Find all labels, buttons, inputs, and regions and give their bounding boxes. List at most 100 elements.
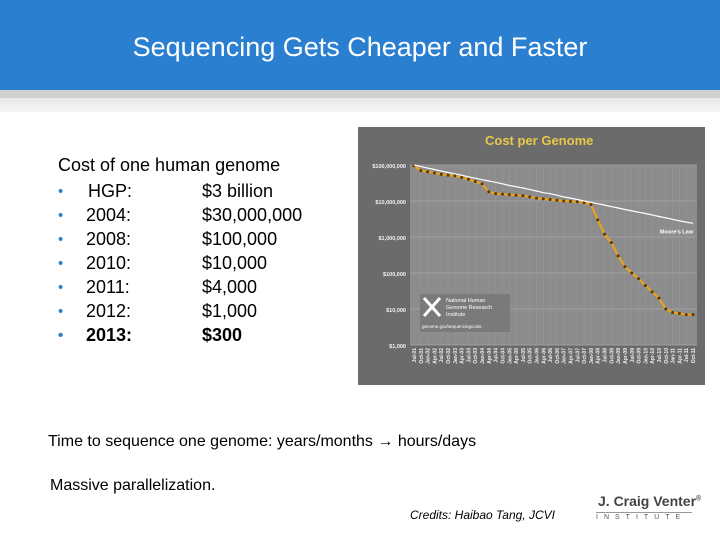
cost-data-point bbox=[664, 307, 668, 311]
cost-per-genome-chart: $100,000,000 $10,000,000 $1,000,000 $100,00… bbox=[372, 164, 697, 364]
title-bar bbox=[0, 0, 720, 90]
cost-row-value: $30,000,000 bbox=[202, 205, 303, 225]
x-tick-label: Jan-03 bbox=[453, 348, 459, 364]
logo-name-text: J. Craig Venter bbox=[598, 493, 697, 509]
bullet-icon: • bbox=[58, 231, 64, 248]
cost-row-label: 2008: bbox=[86, 229, 132, 249]
x-tick-label: Apr-10 bbox=[650, 348, 656, 364]
bullet-icon: • bbox=[58, 303, 64, 320]
cost-row-value: $100,000 bbox=[202, 229, 278, 249]
cost-data-point bbox=[534, 196, 538, 200]
moores-law-line bbox=[413, 164, 694, 224]
x-tick-label: Jan-06 bbox=[534, 348, 540, 364]
x-tick-label: Jul-01 bbox=[412, 348, 418, 363]
x-tick-label: Jan-05 bbox=[507, 348, 513, 364]
cost-data-point bbox=[453, 174, 457, 178]
title-shadow-band bbox=[0, 90, 720, 98]
x-tick-label: Oct-11 bbox=[691, 348, 697, 364]
y-tick-label: $10,000 bbox=[386, 308, 406, 314]
x-tick-label: Apr-11 bbox=[677, 348, 683, 364]
dna-icon bbox=[422, 297, 442, 317]
cost-data-point bbox=[671, 310, 675, 314]
cost-data-point bbox=[541, 197, 545, 201]
logo-divider bbox=[596, 512, 692, 513]
cost-data-point bbox=[677, 311, 681, 315]
x-tick-label: Oct-02 bbox=[446, 348, 452, 364]
x-tick-label: Jul-03 bbox=[466, 348, 472, 363]
y-tick-label: $10,000,000 bbox=[375, 200, 406, 206]
x-tick-label: Jul-11 bbox=[684, 348, 690, 362]
x-tick-label: Jul-05 bbox=[521, 348, 527, 363]
nhgri-logo-text: Institute bbox=[446, 312, 465, 318]
cost-heading: Cost of one human genome bbox=[58, 155, 281, 175]
cost-row-value: $3 billion bbox=[202, 181, 274, 201]
cost-data-point bbox=[691, 313, 695, 317]
cost-data-point bbox=[528, 195, 532, 199]
x-tick-label: Apr-04 bbox=[487, 348, 493, 364]
bullet-icon: • bbox=[58, 279, 64, 296]
x-tick-label: Jan-08 bbox=[589, 348, 595, 364]
x-tick-label: Jul-09 bbox=[630, 348, 636, 363]
cost-data-point bbox=[446, 173, 450, 177]
x-tick-label: Oct-09 bbox=[637, 348, 643, 364]
cost-data-point bbox=[439, 172, 443, 176]
cost-data-point bbox=[419, 169, 423, 173]
cost-data-point bbox=[562, 199, 566, 203]
x-tick-label: Oct-10 bbox=[664, 348, 670, 364]
x-tick-label: Apr-02 bbox=[432, 348, 438, 364]
x-tick-label: Apr-08 bbox=[596, 348, 602, 364]
cost-row-label: 2011: bbox=[86, 277, 130, 297]
cost-row-value: $10,000 bbox=[202, 253, 268, 273]
cost-data-point bbox=[555, 198, 559, 202]
cost-row-label: 2010: bbox=[86, 253, 132, 273]
y-tick-label: $100,000,000 bbox=[372, 164, 406, 170]
x-tick-label: Apr-05 bbox=[514, 348, 520, 364]
nhgri-logo-text: Genome Research bbox=[446, 305, 492, 311]
x-tick-label: Oct-01 bbox=[419, 348, 425, 364]
bullet-icon: • bbox=[58, 207, 64, 224]
chart-title: Cost per Genome bbox=[485, 133, 594, 148]
x-tick-label: Oct-07 bbox=[582, 348, 588, 364]
x-tick-label: Jul-06 bbox=[548, 348, 554, 363]
y-tick-label: $100,000 bbox=[383, 272, 406, 278]
cost-data-point bbox=[500, 192, 504, 196]
cost-data-point bbox=[507, 193, 511, 197]
cost-data-point bbox=[616, 254, 620, 258]
x-tick-label: Jan-10 bbox=[643, 348, 649, 364]
nhgri-logo-text: National Human bbox=[446, 298, 485, 304]
bullet-icon: • bbox=[58, 183, 64, 200]
cost-data-point bbox=[603, 232, 607, 236]
cost-data-point bbox=[480, 182, 484, 186]
cost-row-label: 2013: bbox=[86, 325, 133, 345]
logo-tm: ® bbox=[696, 495, 702, 503]
cost-row-value: $4,000 bbox=[202, 277, 258, 297]
cost-row-value: $300 bbox=[202, 325, 243, 345]
cost-data-point bbox=[473, 179, 477, 183]
parallelization-text: Massive parallelization. bbox=[50, 477, 216, 494]
cost-row-value: $1,000 bbox=[202, 301, 258, 321]
cost-data-point bbox=[582, 201, 586, 205]
x-tick-label: Jul-10 bbox=[657, 348, 663, 363]
cost-data-point bbox=[650, 290, 654, 294]
x-tick-label: Jan-07 bbox=[562, 348, 568, 364]
moores-law-label: Moore's Law bbox=[660, 229, 694, 235]
cost-data-point bbox=[426, 170, 430, 174]
cost-data-point bbox=[466, 177, 470, 181]
x-tick-label: Oct-03 bbox=[473, 348, 479, 364]
x-tick-label: Jul-08 bbox=[603, 348, 609, 363]
nhgri-logo-text: genome.gov/sequencingcosts bbox=[422, 324, 482, 329]
x-tick-label: Oct-04 bbox=[500, 348, 506, 364]
x-tick-label: Apr-07 bbox=[569, 348, 575, 364]
x-tick-label: Jul-07 bbox=[575, 348, 581, 363]
cost-data-point bbox=[494, 192, 498, 196]
cost-data-point bbox=[596, 218, 600, 222]
x-tick-label: Jan-11 bbox=[671, 348, 677, 364]
cost-data-point bbox=[623, 265, 627, 269]
cost-data-point bbox=[643, 283, 647, 287]
cost-row-label: 2012: bbox=[86, 301, 132, 321]
cost-data-point bbox=[432, 171, 436, 175]
x-tick-label: Jul-02 bbox=[439, 348, 445, 363]
cost-data-point bbox=[575, 200, 579, 204]
nhgri-logo-box bbox=[420, 294, 510, 332]
x-tick-label: Apr-03 bbox=[460, 348, 466, 364]
